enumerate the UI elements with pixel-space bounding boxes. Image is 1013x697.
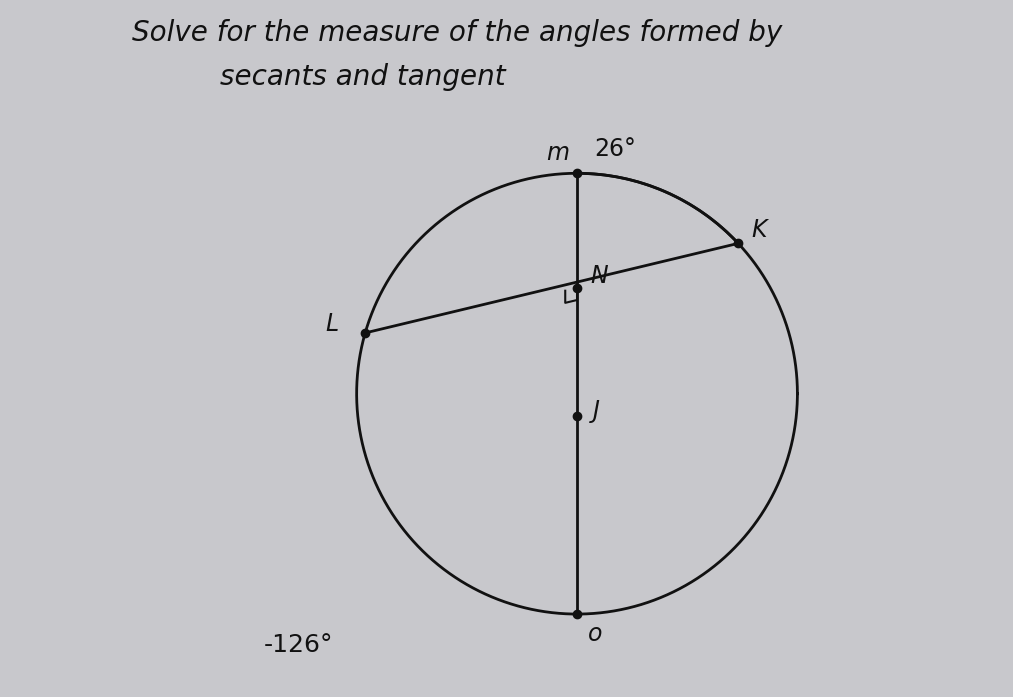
Text: Solve for the measure of the angles formed by: Solve for the measure of the angles form… <box>132 19 782 47</box>
Text: K: K <box>752 217 767 242</box>
Text: L: L <box>325 312 338 336</box>
Text: 26°: 26° <box>595 137 636 161</box>
Text: o: o <box>588 622 603 645</box>
Text: secants and tangent: secants and tangent <box>220 63 505 91</box>
Text: N: N <box>591 264 608 289</box>
Text: -126°: -126° <box>264 633 333 657</box>
Text: J: J <box>593 399 600 423</box>
Text: m: m <box>546 141 569 165</box>
